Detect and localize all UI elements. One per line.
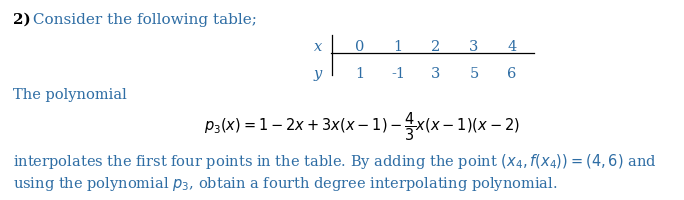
Text: 1: 1 [393,40,403,54]
Text: 0: 0 [355,40,365,54]
Text: 3: 3 [432,67,440,81]
Text: x: x [314,40,322,54]
Text: 5: 5 [469,67,479,81]
Text: $p_3(x) = 1 - 2x + 3x(x - 1) - \dfrac{4}{3}x(x - 1)(x - 2)$: $p_3(x) = 1 - 2x + 3x(x - 1) - \dfrac{4}… [204,110,520,143]
Text: 2): 2) [13,13,31,27]
Text: 2: 2 [432,40,440,54]
Text: Consider the following table;: Consider the following table; [28,13,257,27]
Text: The polynomial: The polynomial [13,88,127,102]
Text: 1: 1 [356,67,365,81]
Text: using the polynomial $p_3$, obtain a fourth degree interpolating polynomial.: using the polynomial $p_3$, obtain a fou… [13,175,557,193]
Text: 6: 6 [508,67,516,81]
Text: 3: 3 [469,40,479,54]
Text: y: y [314,67,322,81]
Text: 4: 4 [508,40,516,54]
Text: -1: -1 [391,67,405,81]
Text: interpolates the first four points in the table. By adding the point $(x_4, f(x_: interpolates the first four points in th… [13,152,657,171]
